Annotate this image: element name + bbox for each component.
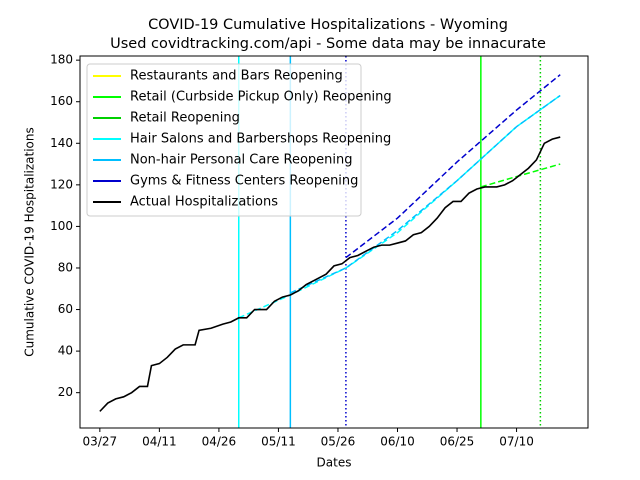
y-tick-label: 120 bbox=[50, 177, 73, 191]
x-tick-label: 05/26 bbox=[321, 435, 356, 449]
projection-line bbox=[345, 74, 561, 259]
y-tick-label: 140 bbox=[50, 136, 73, 150]
legend-label: Gyms & Fitness Centers Reopening bbox=[130, 174, 358, 189]
y-tick-label: 100 bbox=[50, 219, 73, 233]
x-tick-label: 07/10 bbox=[499, 435, 534, 449]
projection-line bbox=[480, 163, 561, 188]
legend: Restaurants and Bars Reopening Retail (Cu… bbox=[86, 63, 392, 217]
chart-title: COVID-19 Cumulative Hospitalizations - W… bbox=[148, 17, 508, 33]
data-line bbox=[99, 136, 561, 412]
x-tick-label: 06/10 bbox=[380, 435, 415, 449]
x-tick-label: 04/11 bbox=[142, 435, 177, 449]
legend-box bbox=[86, 63, 362, 217]
y-tick-label: 80 bbox=[58, 260, 73, 274]
legend-label: Actual Hospitalizations bbox=[130, 195, 278, 210]
chart-subtitle: Used covidtracking.com/api - Some data m… bbox=[110, 36, 546, 52]
y-tick-label: 180 bbox=[50, 53, 73, 67]
legend-label: Retail Reopening bbox=[130, 111, 240, 126]
x-tick-label: 04/26 bbox=[202, 435, 237, 449]
legend-label: Retail (Curbside Pickup Only) Reopening bbox=[130, 90, 392, 105]
x-tick-label: 03/27 bbox=[83, 435, 118, 449]
y-tick-label: 160 bbox=[50, 94, 73, 108]
x-tick-label: 06/25 bbox=[440, 435, 475, 449]
y-axis-label: Cumulative COVID-19 Hospitalizations bbox=[23, 127, 37, 357]
legend-label: Non-hair Personal Care Reopening bbox=[130, 153, 353, 168]
x-axis-label: Dates bbox=[317, 456, 352, 470]
y-tick-label: 20 bbox=[58, 385, 73, 399]
y-tick-label: 60 bbox=[58, 302, 73, 316]
legend-label: Hair Salons and Barbershops Reopening bbox=[130, 132, 391, 147]
projection-line bbox=[290, 94, 561, 294]
legend-label: Restaurants and Bars Reopening bbox=[130, 69, 343, 84]
x-tick-label: 05/11 bbox=[261, 435, 296, 449]
y-tick-label: 40 bbox=[58, 344, 73, 358]
plot-frame bbox=[79, 55, 589, 429]
